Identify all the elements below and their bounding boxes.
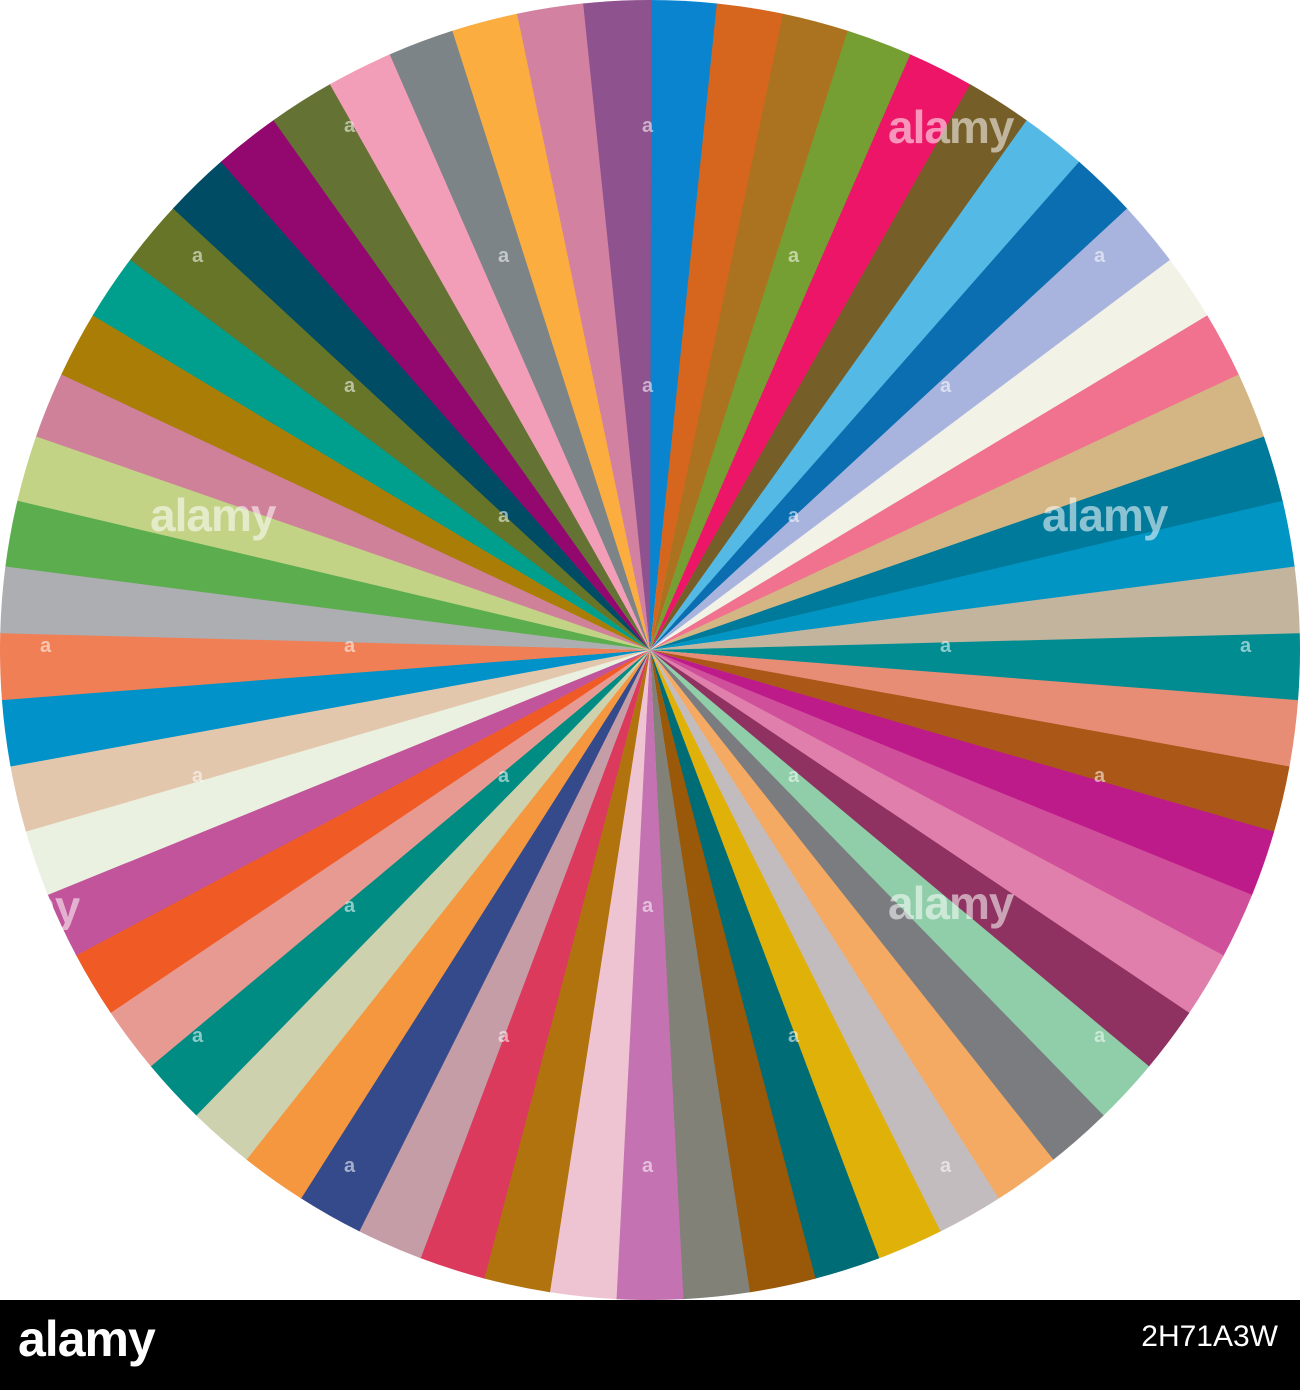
wheel-segment <box>650 650 1104 1161</box>
wheel-segment <box>650 650 1190 1068</box>
wheel-segment <box>92 258 650 650</box>
wheel-segment <box>650 633 1300 702</box>
wheel-segment <box>483 650 650 1293</box>
wheel-segment <box>245 650 650 1199</box>
wheel-segment <box>172 160 650 650</box>
wheel-segment <box>650 650 1054 1200</box>
wheel-segment <box>517 3 650 651</box>
wheel-segment <box>17 435 650 650</box>
wheel-segment <box>650 650 816 1293</box>
wheel-segment <box>61 314 651 650</box>
wheel-segment <box>650 3 785 650</box>
wheel-segment <box>10 650 651 832</box>
image-id-label: 2H71A3W <box>1141 1320 1278 1353</box>
wheel-segment <box>650 120 1081 651</box>
wheel-segment <box>130 207 651 650</box>
wheel-segment <box>650 650 1275 897</box>
wheel-segment <box>47 650 650 956</box>
wheel-segment <box>650 650 1224 1014</box>
wheel-segment <box>273 83 650 651</box>
wheel-segment <box>419 650 650 1279</box>
wheel-segment <box>195 650 650 1160</box>
wheel-segment <box>650 650 999 1232</box>
wheel-segment <box>25 650 651 895</box>
wheel-segment <box>650 650 1253 957</box>
wheel-segment <box>452 13 650 651</box>
wheel-segment <box>650 259 1208 650</box>
wheel-segment <box>220 119 650 651</box>
wheel-segment <box>650 650 941 1259</box>
wheel-segment <box>0 631 650 701</box>
wheel-segment <box>650 650 1290 833</box>
wheel-segment <box>650 650 880 1279</box>
wheel-segment <box>389 30 650 650</box>
wheel-segment <box>329 53 650 651</box>
wheel-segment <box>36 373 650 650</box>
wheel-segment <box>650 161 1128 650</box>
wheel-segment <box>650 84 1028 650</box>
wheel-segment <box>358 650 650 1259</box>
wheel-segment <box>615 650 684 1300</box>
color-wheel <box>0 0 1300 1300</box>
wheel-segment <box>300 650 650 1232</box>
wheel-segment <box>650 208 1171 650</box>
wheel-segment <box>1 650 650 767</box>
wheel-segment <box>150 650 651 1116</box>
wheel-segment <box>109 650 651 1067</box>
wheel-segment <box>650 650 1299 768</box>
wheel-segments <box>0 0 1300 1300</box>
wheel-segment <box>650 566 1300 650</box>
wheel-segment <box>650 650 1150 1117</box>
wheel-segment <box>650 13 849 651</box>
wheel-segment <box>650 500 1295 650</box>
wheel-segment <box>650 374 1265 650</box>
footer-logo: alamy <box>18 1311 156 1367</box>
wheel-segment <box>650 30 912 651</box>
wheel-segment <box>583 0 652 650</box>
wheel-segment <box>650 315 1240 650</box>
wheel-segment <box>650 54 972 650</box>
wheel-segment <box>650 436 1283 650</box>
footer-bar: alamy 2H71A3W <box>0 1300 1300 1390</box>
wheel-segment <box>5 499 650 650</box>
wheel-segment <box>75 650 650 1013</box>
